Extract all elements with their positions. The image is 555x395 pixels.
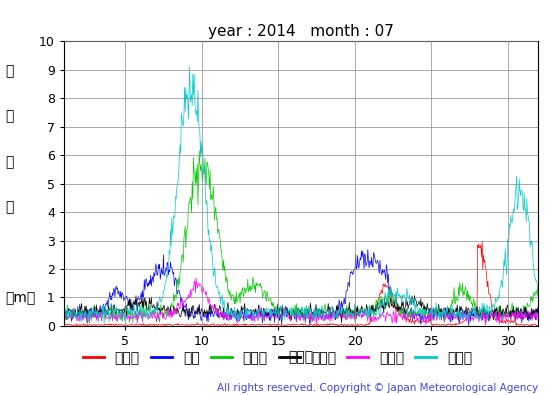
上ノ国 (281, 322, 287, 327)
唐桑 (263, 314, 270, 319)
上ノ国 (413, 318, 420, 322)
Text: 高: 高 (6, 200, 14, 214)
経ヶ尼 (62, 309, 69, 314)
Line: 経ヶ尼: 経ヶ尼 (64, 295, 538, 322)
経ヶ尼 (281, 314, 287, 318)
Line: 屋久島: 屋久島 (64, 66, 538, 324)
唐桑 (466, 323, 472, 328)
Line: 石廈崎: 石廈崎 (64, 150, 538, 325)
上ノ国 (335, 324, 341, 328)
生月島 (281, 310, 288, 314)
経ヶ尼 (263, 312, 270, 317)
屋久島 (413, 305, 420, 310)
上ノ国 (535, 322, 542, 327)
経ヶ尼 (413, 304, 420, 308)
Text: 波: 波 (6, 155, 14, 169)
屋久島 (282, 308, 289, 313)
Line: 唐桑: 唐桑 (64, 250, 538, 325)
上ノ国 (401, 315, 408, 320)
生月島 (62, 316, 69, 321)
生月島 (127, 312, 134, 316)
石廈崎 (282, 309, 289, 314)
上ノ国 (62, 322, 69, 326)
唐桑 (535, 313, 542, 318)
上ノ国 (60, 322, 67, 327)
屋久島 (100, 321, 107, 326)
経ヶ尼 (401, 307, 408, 311)
X-axis label: （日）: （日） (289, 351, 314, 365)
生月島 (264, 314, 270, 319)
唐桑 (62, 315, 69, 320)
唐桑 (127, 301, 134, 306)
経ヶ尼 (535, 310, 542, 315)
Line: 生月島: 生月島 (64, 278, 538, 325)
経ヶ尼 (127, 308, 134, 313)
石廈崎 (84, 322, 91, 327)
上ノ国 (127, 323, 134, 327)
生月島 (401, 310, 408, 315)
経ヶ尼 (411, 293, 418, 298)
石廈崎 (196, 148, 203, 153)
屋久島 (128, 310, 134, 315)
石廈崎 (60, 313, 67, 318)
Line: 上ノ国: 上ノ国 (64, 241, 538, 326)
屋久島 (60, 315, 67, 320)
Title: year : 2014   month : 07: year : 2014 month : 07 (208, 24, 394, 39)
生月島 (535, 319, 542, 324)
Legend: 上ノ国, 唐桑, 石廈崎, 経ヶ尼, 生月島, 屋久島: 上ノ国, 唐桑, 石廈崎, 経ヶ尼, 生月島, 屋久島 (77, 345, 478, 370)
生月島 (60, 311, 67, 316)
屋久島 (62, 309, 69, 314)
屋久島 (535, 288, 542, 293)
石廈崎 (535, 293, 542, 297)
唐桑 (401, 308, 408, 312)
石廈崎 (62, 317, 69, 322)
生月島 (422, 323, 429, 328)
生月島 (193, 275, 199, 280)
Text: 義: 義 (6, 109, 14, 124)
経ヶ尼 (339, 320, 345, 325)
唐桑 (365, 247, 371, 252)
石廈崎 (264, 292, 271, 297)
生月島 (413, 313, 420, 318)
屋久島 (402, 297, 409, 301)
唐桑 (413, 315, 420, 320)
Text: All rights reserved. Copyright © Japan Meteorological Agency: All rights reserved. Copyright © Japan M… (217, 383, 538, 393)
石廈崎 (402, 314, 409, 319)
屋久島 (186, 64, 193, 69)
上ノ国 (479, 239, 486, 243)
屋久島 (264, 307, 271, 312)
上ノ国 (263, 322, 270, 327)
Text: 有: 有 (6, 64, 14, 78)
唐桑 (60, 311, 67, 316)
石廈崎 (128, 312, 134, 317)
経ヶ尼 (60, 309, 67, 314)
唐桑 (281, 311, 287, 316)
Text: （m）: （m） (6, 291, 36, 305)
石廈崎 (413, 314, 420, 318)
